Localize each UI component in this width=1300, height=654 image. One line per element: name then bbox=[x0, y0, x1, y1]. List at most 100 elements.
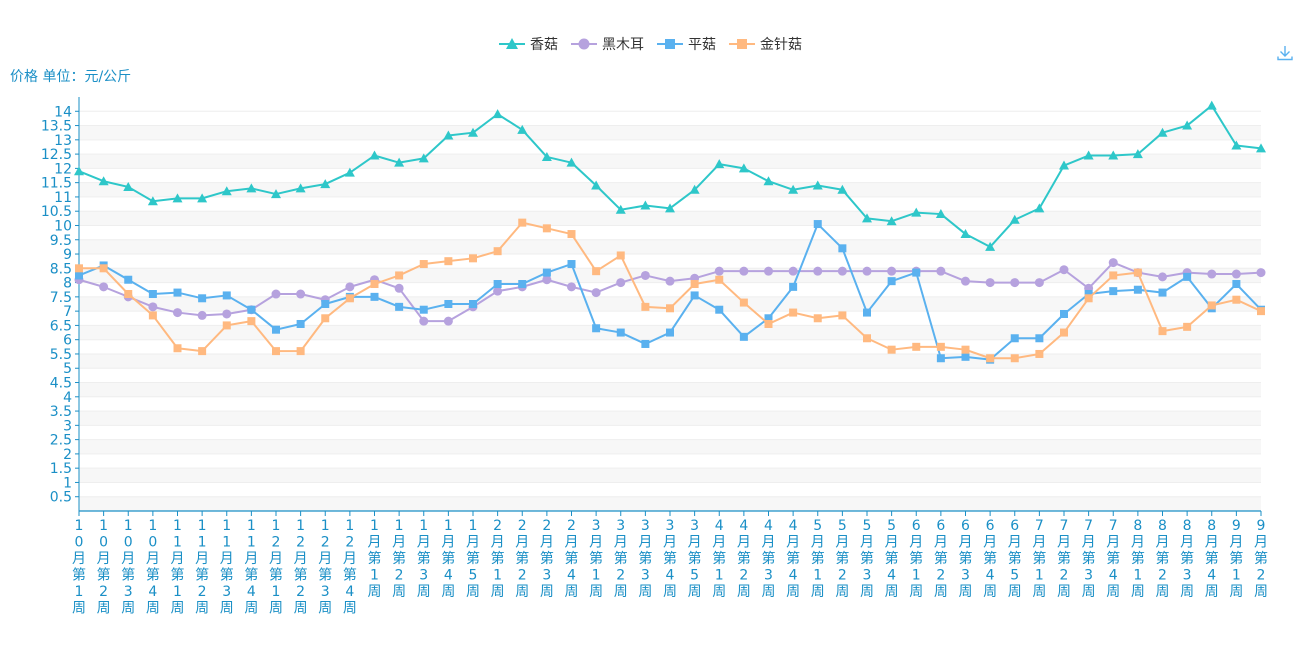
data-point bbox=[886, 216, 897, 226]
data-point bbox=[616, 278, 626, 288]
data-point bbox=[812, 180, 823, 190]
data-point bbox=[739, 332, 748, 341]
data-point bbox=[394, 157, 405, 167]
data-point bbox=[690, 291, 699, 300]
data-point bbox=[271, 289, 281, 299]
series-3 bbox=[75, 218, 1265, 363]
data-point bbox=[1158, 327, 1167, 336]
data-point bbox=[1133, 268, 1142, 277]
data-point bbox=[592, 324, 601, 333]
legend-item[interactable]: 黑木耳 bbox=[570, 34, 644, 54]
data-point bbox=[689, 184, 700, 194]
data-point bbox=[444, 257, 453, 266]
data-point bbox=[813, 220, 822, 229]
data-point bbox=[763, 176, 774, 186]
data-point bbox=[394, 283, 404, 293]
download-icon[interactable] bbox=[1276, 44, 1294, 66]
data-point bbox=[198, 294, 207, 303]
x-tick-label: 8 月第 1 周 bbox=[1131, 518, 1145, 600]
data-point bbox=[1157, 127, 1168, 137]
x-tick-label: 7 月第 1 周 bbox=[1032, 518, 1046, 600]
legend-item[interactable]: 金针菇 bbox=[728, 34, 802, 54]
y-tick-label: 8.5 bbox=[50, 261, 72, 277]
data-point bbox=[148, 302, 158, 312]
data-point bbox=[147, 196, 158, 206]
data-point bbox=[591, 288, 601, 298]
data-point bbox=[862, 213, 872, 223]
data-point bbox=[1158, 288, 1167, 297]
y-tick-label: 10.5 bbox=[41, 204, 72, 220]
y-tick-label: 14 bbox=[54, 104, 72, 120]
data-point bbox=[320, 179, 331, 189]
y-tick-label: 1 bbox=[63, 475, 72, 491]
data-point bbox=[123, 181, 134, 191]
x-tick-label: 1 月第 2 周 bbox=[392, 518, 406, 600]
data-point bbox=[98, 176, 109, 186]
legend-item[interactable]: 平菇 bbox=[656, 34, 716, 54]
grid-band bbox=[79, 211, 1261, 226]
data-point bbox=[837, 266, 847, 276]
data-point bbox=[1108, 150, 1119, 160]
data-point bbox=[542, 224, 551, 233]
x-tick-label: 1 月第 1 周 bbox=[368, 518, 382, 600]
grid-band bbox=[79, 411, 1261, 426]
data-point bbox=[345, 282, 355, 292]
data-point bbox=[1034, 203, 1045, 213]
data-point bbox=[1009, 214, 1020, 224]
data-point bbox=[173, 308, 182, 318]
x-tick-label: 3 月第 4 周 bbox=[663, 518, 677, 600]
data-point bbox=[912, 342, 921, 351]
data-point bbox=[1183, 322, 1192, 331]
y-tick-label: 3.5 bbox=[50, 404, 72, 420]
data-point bbox=[592, 267, 601, 276]
x-tick-label: 2 月第 4 周 bbox=[565, 518, 579, 600]
y-tick-label: 6 bbox=[63, 333, 72, 349]
data-point bbox=[911, 207, 922, 217]
x-tick-label: 1 0 月第 2 周 bbox=[97, 518, 111, 617]
x-tick-label: 8 月第 3 周 bbox=[1180, 518, 1194, 600]
x-tick-label: 1 2 月第 1 周 bbox=[269, 518, 283, 617]
x-tick-label: 5 月第 2 周 bbox=[835, 518, 849, 600]
data-point bbox=[690, 280, 699, 289]
data-point bbox=[296, 289, 306, 299]
data-point bbox=[1084, 294, 1093, 303]
data-point bbox=[912, 268, 921, 277]
grid-band bbox=[79, 496, 1261, 511]
x-tick-label: 1 2 月第 4 周 bbox=[343, 518, 357, 617]
data-point bbox=[715, 275, 724, 284]
x-tick-label: 6 月第 2 周 bbox=[934, 518, 948, 600]
data-point bbox=[468, 127, 478, 137]
x-tick-label: 9 月第 1 周 bbox=[1229, 518, 1243, 600]
data-point bbox=[566, 157, 577, 167]
data-point bbox=[198, 347, 207, 356]
data-point bbox=[1010, 334, 1019, 343]
data-point bbox=[148, 290, 157, 299]
data-point bbox=[518, 280, 527, 289]
x-tick-label: 3 月第 2 周 bbox=[614, 518, 628, 600]
data-point bbox=[1034, 278, 1044, 288]
y-axis: 0.511.522.533.544.555.566.577.588.599.51… bbox=[41, 97, 80, 511]
data-point bbox=[1083, 150, 1094, 160]
data-point bbox=[1108, 258, 1118, 268]
data-point bbox=[714, 159, 725, 169]
y-tick-label: 13 bbox=[54, 133, 72, 149]
x-tick-label: 5 月第 3 周 bbox=[860, 518, 874, 600]
data-point bbox=[542, 275, 552, 285]
data-point bbox=[395, 271, 404, 280]
data-point bbox=[419, 260, 428, 269]
data-point bbox=[370, 292, 379, 301]
data-point bbox=[1232, 280, 1241, 289]
legend-swatch bbox=[499, 38, 525, 49]
data-point bbox=[124, 275, 133, 284]
data-point bbox=[1060, 309, 1068, 318]
x-tick-label: 1 1 月第 1 周 bbox=[171, 518, 185, 617]
data-point bbox=[172, 193, 183, 203]
data-point bbox=[321, 314, 330, 323]
data-point bbox=[222, 321, 231, 330]
data-point bbox=[247, 317, 256, 326]
data-point bbox=[99, 282, 109, 292]
data-point bbox=[296, 319, 305, 328]
legend-item[interactable]: 香菇 bbox=[498, 34, 558, 54]
data-point bbox=[444, 300, 453, 308]
